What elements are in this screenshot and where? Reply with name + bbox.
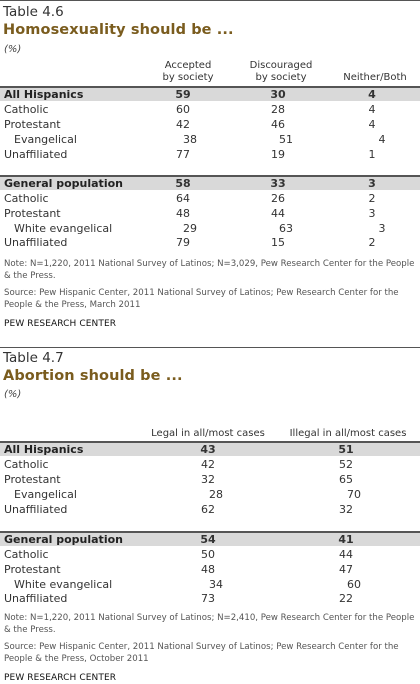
cell-value: 79	[176, 236, 190, 249]
cell-value: 48	[201, 563, 215, 576]
unit-label: (%)	[4, 44, 22, 55]
row-label: Catholic	[4, 192, 49, 205]
cell-value: 26	[271, 192, 285, 205]
cell-value: 2	[368, 192, 376, 205]
table-title: Abortion should be ...	[3, 368, 183, 384]
table-source: Source: Pew Hispanic Center, 2011 Nation…	[4, 642, 399, 664]
table-label: Table 4.7	[3, 350, 64, 366]
row-label: General population	[4, 533, 123, 546]
cell-value: 33	[270, 177, 286, 190]
row-label: White evangelical	[14, 578, 113, 591]
row-label: Protestant	[4, 207, 61, 220]
column-header-illegal: Illegal in all/most cases	[289, 428, 407, 439]
row-label: Catholic	[4, 103, 49, 116]
cell-value: 51	[279, 133, 293, 146]
row-label: Unaffiliated	[4, 592, 68, 605]
cell-value: 4	[368, 118, 376, 131]
cell-value: 22	[339, 592, 353, 605]
cell-value: 64	[176, 192, 190, 205]
cell-value: 77	[176, 148, 190, 161]
cell-value: 3	[378, 222, 386, 235]
row-label: General population	[4, 177, 123, 190]
row-label: All Hispanics	[4, 443, 84, 456]
cell-value: 48	[176, 207, 190, 220]
cell-value: 3	[368, 207, 376, 220]
cell-value: 2	[368, 236, 376, 249]
row-label: All Hispanics	[4, 88, 84, 101]
cell-value: 28	[209, 488, 223, 501]
cell-value: 73	[201, 592, 215, 605]
table-note: Note: N=1,220, 2011 National Survey of L…	[4, 613, 415, 635]
cell-value: 62	[201, 503, 215, 516]
cell-value: 59	[175, 88, 191, 101]
cell-value: 4	[368, 103, 376, 116]
cell-value: 30	[270, 88, 286, 101]
cell-value: 50	[201, 548, 215, 561]
cell-value: 46	[271, 118, 285, 131]
row-label: Protestant	[4, 473, 61, 486]
cell-value: 1	[368, 148, 376, 161]
cell-value: 44	[271, 207, 285, 220]
cell-value: 44	[339, 548, 353, 561]
cell-value: 60	[347, 578, 361, 591]
cell-value: 47	[339, 563, 353, 576]
column-header-accepted: Accepted by society	[162, 60, 214, 83]
unit-label: (%)	[4, 389, 22, 400]
row-label: Evangelical	[14, 133, 77, 146]
column-header-discouraged: Discouraged by society	[249, 60, 313, 83]
cell-value: 34	[209, 578, 223, 591]
pew-brand: PEW RESEARCH CENTER	[4, 673, 117, 683]
cell-value: 52	[339, 458, 353, 471]
pew-brand: PEW RESEARCH CENTER	[4, 319, 117, 329]
cell-value: 19	[271, 148, 285, 161]
cell-value: 32	[201, 473, 215, 486]
table-title: Homosexuality should be ...	[3, 22, 234, 38]
column-header-legal: Legal in all/most cases	[151, 428, 265, 439]
cell-value: 15	[271, 236, 285, 249]
column-header-neither: Neither/Both	[343, 72, 407, 83]
table-4-7: Table 4.7 Abortion should be ... (%) Leg…	[0, 347, 420, 684]
table-source: Source: Pew Hispanic Center, 2011 Nation…	[4, 288, 399, 310]
summary-band	[0, 86, 420, 101]
cell-value: 32	[339, 503, 353, 516]
cell-value: 65	[339, 473, 353, 486]
cell-value: 43	[200, 443, 216, 456]
row-label: Evangelical	[14, 488, 77, 501]
summary-band	[0, 531, 420, 546]
row-label: Catholic	[4, 548, 49, 561]
table-note: Note: N=1,220, 2011 National Survey of L…	[4, 259, 415, 281]
row-label: Protestant	[4, 563, 61, 576]
summary-band	[0, 441, 420, 456]
cell-value: 42	[176, 118, 190, 131]
row-label: White evangelical	[14, 222, 113, 235]
table-4-6: Table 4.6 Homosexuality should be ... (%…	[0, 0, 420, 336]
cell-value: 60	[176, 103, 190, 116]
row-label: Catholic	[4, 458, 49, 471]
cell-value: 42	[201, 458, 215, 471]
table-label: Table 4.6	[3, 4, 64, 20]
cell-value: 38	[183, 133, 197, 146]
cell-value: 4	[378, 133, 386, 146]
row-label: Protestant	[4, 118, 61, 131]
row-label: Unaffiliated	[4, 148, 68, 161]
cell-value: 63	[279, 222, 293, 235]
cell-value: 4	[368, 88, 376, 101]
cell-value: 51	[338, 443, 354, 456]
top-rule	[0, 347, 420, 348]
row-label: Unaffiliated	[4, 236, 68, 249]
cell-value: 29	[183, 222, 197, 235]
cell-value: 3	[368, 177, 376, 190]
cell-value: 58	[175, 177, 191, 190]
cell-value: 28	[271, 103, 285, 116]
cell-value: 70	[347, 488, 361, 501]
summary-band	[0, 175, 420, 190]
top-rule	[0, 0, 420, 1]
cell-value: 41	[338, 533, 354, 546]
row-label: Unaffiliated	[4, 503, 68, 516]
cell-value: 54	[200, 533, 216, 546]
